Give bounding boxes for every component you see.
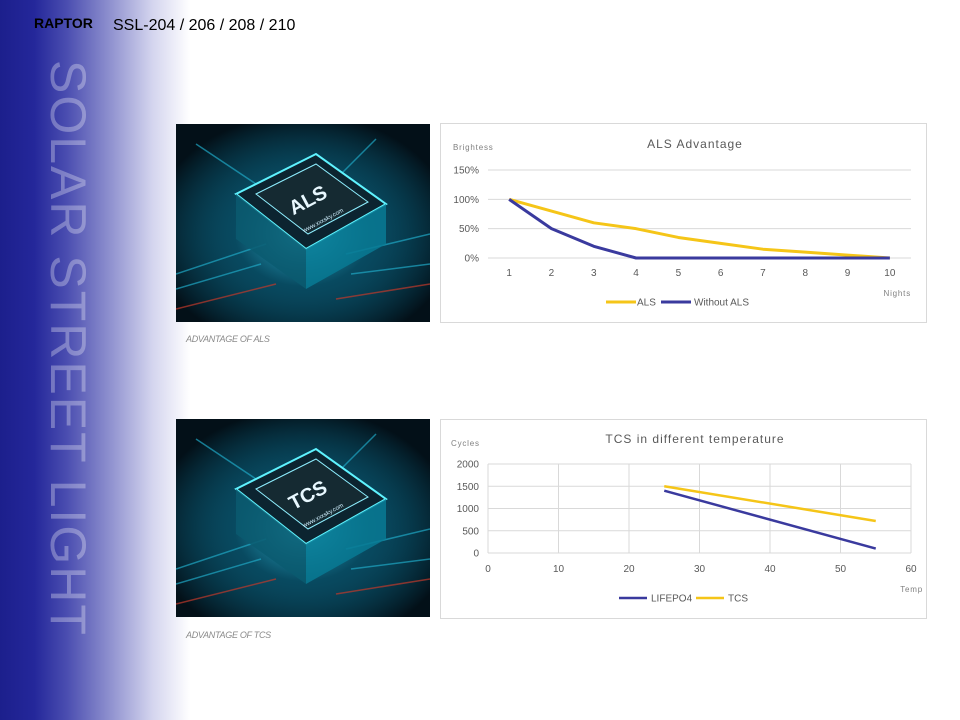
x-tick-label: 5 [676, 268, 682, 279]
x-axis-label: Nights [884, 289, 911, 298]
caption-tcs: ADVANTAGE OF TCS [186, 630, 271, 640]
x-tick-label: 2 [549, 268, 555, 279]
legend-label: LIFEPO4 [651, 594, 693, 605]
als-chip-image: ALS www.xxxsky.com [176, 124, 430, 322]
legend-label: TCS [728, 594, 748, 605]
chart-title: ALS Advantage [647, 137, 743, 151]
series-line [663, 489, 877, 550]
x-tick-label: 6 [718, 268, 724, 279]
chart-title: TCS in different temperature [605, 432, 784, 446]
tcs-chart: TCS in different temperature Cycles Temp 0 5… [440, 419, 927, 619]
x-tick-label: 20 [623, 564, 635, 575]
y-tick-label: 2000 [457, 460, 480, 471]
y-tick-label: 1500 [457, 482, 480, 493]
legend-label: Without ALS [694, 298, 749, 309]
x-tick-label: 7 [760, 268, 766, 279]
x-axis-label: Temp [900, 585, 923, 594]
y-tick-label: 1000 [457, 504, 480, 515]
y-tick-label: 150% [453, 166, 479, 177]
als-chart: ALS Advantage Brightess Nights 0% 50% 100% 150… [440, 123, 927, 323]
x-tick-label: 60 [905, 564, 917, 575]
series-line [508, 198, 890, 260]
y-tick-label: 0% [465, 254, 480, 265]
series-line [508, 197, 890, 260]
legend-label: ALS [637, 298, 656, 309]
x-tick-label: 10 [553, 564, 565, 575]
model-title: SSL-204 / 206 / 208 / 210 [113, 17, 296, 34]
series-line [664, 485, 876, 523]
side-band [0, 0, 190, 720]
x-tick-label: 4 [633, 268, 639, 279]
x-tick-label: 50 [835, 564, 847, 575]
y-axis-label: Brightess [453, 143, 494, 152]
y-tick-label: 50% [459, 224, 479, 235]
tcs-chip-image: TCS www.xxxsky.com [176, 419, 430, 617]
side-title: SOLAR STREET LIGHT [40, 60, 96, 637]
x-tick-label: 0 [485, 564, 491, 575]
y-tick-label: 500 [462, 526, 479, 537]
x-tick-label: 10 [884, 268, 896, 279]
x-tick-label: 40 [764, 564, 776, 575]
x-tick-label: 1 [506, 268, 512, 279]
brand-logo-text: RAPTOR [34, 15, 93, 31]
x-tick-label: 9 [845, 268, 851, 279]
x-tick-label: 3 [591, 268, 597, 279]
y-tick-label: 0 [473, 549, 479, 560]
caption-als: ADVANTAGE OF ALS [186, 334, 270, 344]
y-axis-label: Cycles [451, 439, 480, 448]
x-tick-label: 8 [802, 268, 808, 279]
y-tick-label: 100% [453, 195, 479, 206]
x-tick-label: 30 [694, 564, 706, 575]
